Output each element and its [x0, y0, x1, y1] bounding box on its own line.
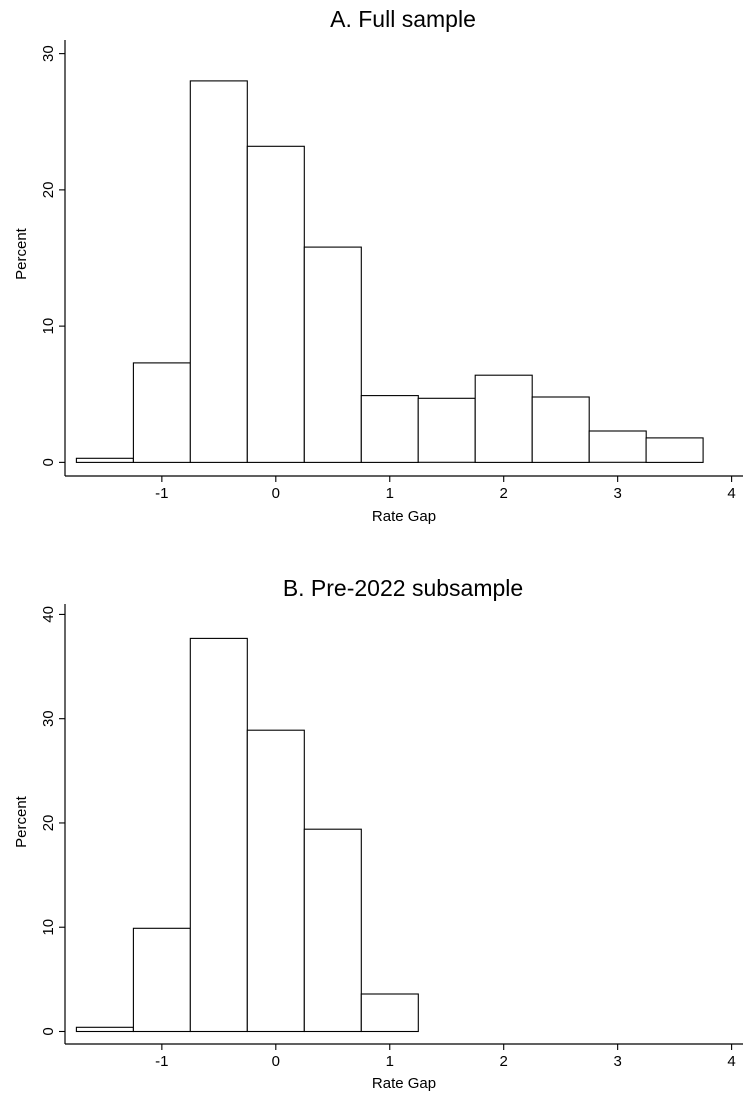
panel-b-bars — [75, 637, 419, 1033]
panel-b-x-tick-label: 3 — [613, 1053, 621, 1070]
panel-a-x-tick-label: -1 — [155, 485, 168, 502]
panel-a-bar — [531, 396, 590, 463]
panel-a-y-tick-label: 10 — [40, 318, 57, 335]
panel-a-bar — [75, 457, 134, 463]
panel-b-y-ticks: 0 10 20 30 40 — [40, 606, 65, 1036]
panel-b-x-tick-label: 1 — [386, 1053, 394, 1070]
panel-b-y-tick-label: 10 — [40, 919, 57, 936]
panel-b-bar — [360, 993, 419, 1033]
panel-a-bar — [645, 437, 704, 463]
panel-b-title: B. Pre-2022 subsample — [283, 575, 523, 601]
panel-b-y-tick-label: 20 — [40, 815, 57, 832]
panel-b-y-tick-label: 40 — [40, 606, 57, 623]
panel-b-bar — [246, 729, 305, 1033]
panel-b-y-tick-label: 0 — [40, 1027, 57, 1035]
panel-b-x-ticks: -1 0 1 2 3 4 — [155, 1044, 736, 1070]
panel-a-bars — [75, 80, 704, 463]
panel-b-x-tick-label: -1 — [155, 1053, 168, 1070]
panel-b-y-tick-label: 30 — [40, 710, 57, 727]
panel-b-x-tick-label: 2 — [500, 1053, 508, 1070]
panel-a-x-ticks: -1 0 1 2 3 4 — [155, 476, 736, 502]
panel-a-bar — [417, 397, 476, 463]
panel-a-x-tick-label: 2 — [500, 485, 508, 502]
panel-a-x-tick-label: 1 — [386, 485, 394, 502]
panel-a-y-label: Percent — [13, 227, 30, 280]
panel-a-bar — [246, 145, 305, 463]
panel-a-bar — [360, 395, 419, 463]
panel-a-bar — [474, 374, 533, 463]
panel-a-title: A. Full sample — [330, 6, 476, 32]
panel-a-y-ticks: 0 10 20 30 — [40, 45, 65, 467]
panel-a-bar — [132, 362, 191, 463]
panel-b-bar — [75, 1026, 134, 1033]
panel-a-bar — [303, 246, 362, 463]
panel-a-bar — [588, 430, 647, 463]
panel-b-x-tick-label: 0 — [272, 1053, 280, 1070]
panel-b: B. Pre-2022 subsample -1 0 1 2 3 4 010203040 … — [13, 575, 743, 1092]
panel-a-bar — [189, 80, 248, 463]
panel-a-x-label: Rate Gap — [372, 508, 436, 525]
panel-b-x-tick-label: 4 — [727, 1053, 735, 1070]
panel-a-x-tick-label: 3 — [613, 485, 621, 502]
panel-a-x-tick-label: 4 — [727, 485, 735, 502]
panel-b-bar — [303, 828, 362, 1033]
panel-b-bar — [189, 637, 248, 1033]
panel-b-bar — [132, 927, 191, 1033]
panel-a-x-tick-label: 0 — [272, 485, 280, 502]
panel-a-y-tick-label: 20 — [40, 182, 57, 199]
panel-b-y-label: Percent — [13, 795, 30, 848]
panel-a-y-tick-label: 30 — [40, 45, 57, 62]
panel-b-x-label: Rate Gap — [372, 1075, 436, 1092]
panel-a-y-tick-label: 0 — [40, 458, 57, 466]
